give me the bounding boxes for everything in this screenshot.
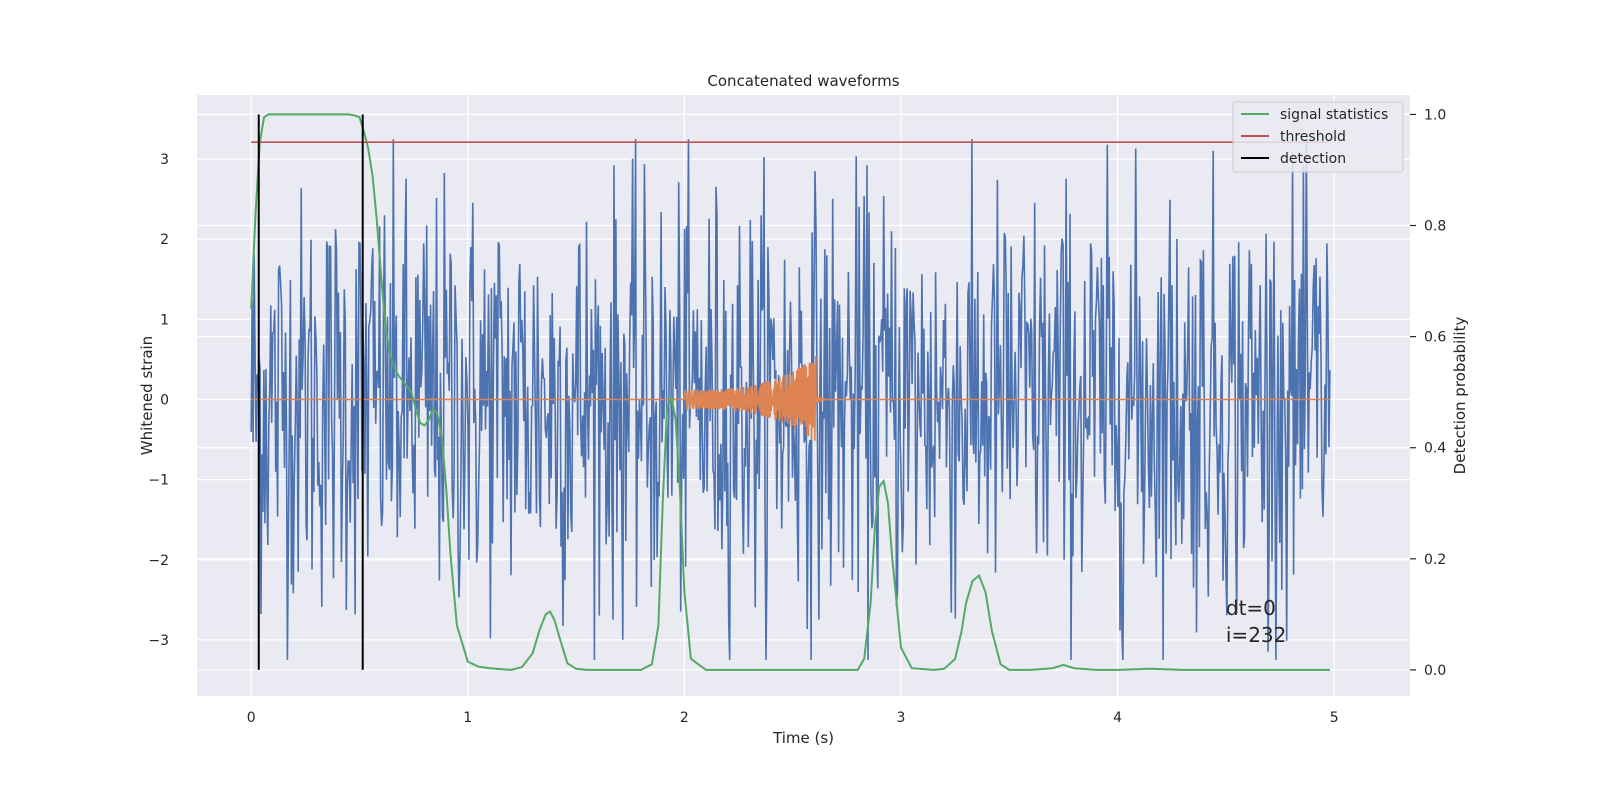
y2-tick-label: 0.8 [1424, 219, 1446, 235]
chirp-series-line [251, 356, 1330, 441]
y2-tick-label: 0.6 [1424, 330, 1446, 346]
annotation-dt: dt=0 [1226, 596, 1276, 620]
x-tick-label: 2 [680, 710, 689, 726]
y2-tick-label: 1.0 [1424, 107, 1446, 123]
legend-label-detection: detection [1280, 151, 1346, 167]
y-tick-label: 1 [160, 312, 169, 328]
annotation-index: i=232 [1226, 623, 1287, 647]
y-tick-label: 0 [160, 393, 169, 409]
y2-tick-label: 0.4 [1424, 441, 1446, 457]
y-tick-label: −2 [148, 553, 169, 569]
x-tick-label: 0 [247, 710, 256, 726]
y2-tick-label: 0.0 [1424, 663, 1446, 679]
annotation: dt=0 i=232 [1226, 596, 1287, 647]
x-tick-label: 5 [1330, 710, 1339, 726]
x-tick-label: 3 [897, 710, 906, 726]
legend-box [1232, 101, 1404, 173]
y-tick-label: −3 [148, 633, 169, 649]
y2-axis-label: Detection probability [1451, 317, 1469, 475]
y2-tick-label: 0.2 [1424, 552, 1446, 568]
y-tick-label: −1 [148, 473, 169, 489]
y-tick-label: 3 [160, 152, 169, 168]
legend: signal statistics threshold detection [1232, 101, 1404, 173]
y-axis-label: Whitened strain [138, 336, 156, 455]
legend-label-threshold: threshold [1280, 129, 1346, 145]
noise-series-line [250, 139, 1331, 660]
x-tick-label: 4 [1113, 710, 1122, 726]
series-signal-statistics [250, 113, 1330, 671]
x-axis-label: Time (s) [772, 729, 834, 747]
data-layer [250, 113, 1331, 671]
x-tick-label: 1 [463, 710, 472, 726]
chart-title: Concatenated waveforms [707, 72, 899, 90]
y-tick-label: 2 [160, 232, 169, 248]
ticks: 0 1 2 3 4 5 −3 −2 −1 0 1 2 3 0.0 0.2 0.4 0.6 0.8 1.0 [148, 107, 1446, 726]
legend-label-signal-statistics: signal statistics [1280, 107, 1388, 123]
